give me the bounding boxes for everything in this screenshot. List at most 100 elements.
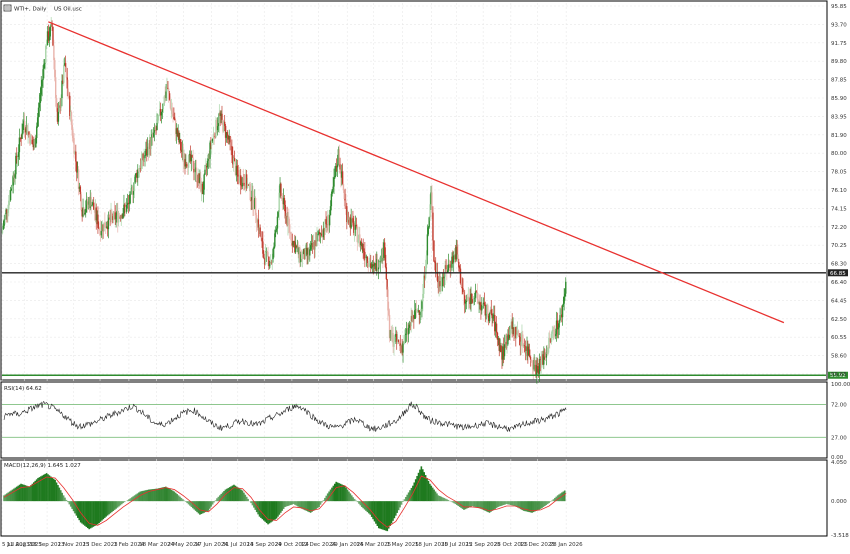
candle-body <box>98 228 101 231</box>
candle-body <box>413 315 415 319</box>
candle-body <box>170 108 173 109</box>
candle-body <box>422 293 424 302</box>
candle-body <box>25 125 28 133</box>
macd-y-tick-label: -3.518 <box>831 533 849 539</box>
candle-body <box>452 255 455 263</box>
candle-body <box>423 275 426 279</box>
candle-body <box>152 132 155 137</box>
candle-body <box>478 302 480 304</box>
candle-body <box>10 188 13 191</box>
candle-body <box>75 151 77 162</box>
candle-body <box>351 218 353 219</box>
candle-body <box>33 145 35 148</box>
candle-body <box>105 227 107 228</box>
candle-body <box>503 344 506 357</box>
candle-body <box>41 80 43 87</box>
candle-body <box>326 224 328 225</box>
candle-body <box>555 334 557 336</box>
candle-body <box>131 187 134 195</box>
candle-body <box>110 212 112 220</box>
candle-body <box>16 156 19 160</box>
candle-body <box>309 245 312 250</box>
candle-body <box>550 333 553 342</box>
candle-body <box>492 317 494 319</box>
candle-body <box>507 334 509 345</box>
x-tick-label: 1 May 2025 <box>386 542 419 548</box>
candle-body <box>229 136 231 143</box>
x-tick-label: 18 Mar 2024 <box>139 542 174 548</box>
candle-body <box>24 128 27 133</box>
candle-body <box>357 239 359 243</box>
candle-body <box>365 256 368 258</box>
candle-body <box>112 211 115 220</box>
macd-y-tick-label: 0.000 <box>831 499 847 505</box>
candle-body <box>353 222 355 233</box>
candle-body <box>483 302 486 305</box>
candle-body <box>420 308 422 312</box>
y-tick-label: 68.30 <box>831 262 847 268</box>
candle-body <box>160 112 163 116</box>
menu-icon[interactable] <box>3 4 12 12</box>
candle-body <box>402 343 404 353</box>
x-tick-label: 14 Mar 2025 <box>356 542 391 548</box>
candle-body <box>65 66 68 78</box>
candle-body <box>192 157 194 169</box>
candle-body <box>276 216 279 229</box>
candle-body <box>161 109 164 113</box>
candle-body <box>426 234 429 256</box>
y-tick-label: 95.85 <box>831 4 847 10</box>
candle-body <box>168 88 170 94</box>
candle-body <box>265 250 268 253</box>
candle-body <box>191 154 193 158</box>
candle-body <box>289 224 291 233</box>
candle-body <box>510 321 512 330</box>
candle-body <box>118 215 121 217</box>
candle-body <box>488 313 491 322</box>
candle-body <box>78 186 81 189</box>
candle-body <box>253 207 255 210</box>
rsi-label: RSI(14) 64.62 <box>4 386 42 392</box>
candle-body <box>109 217 111 220</box>
candle-body <box>145 148 147 156</box>
candle-body <box>401 345 403 353</box>
candle-body <box>347 219 350 223</box>
candle-body <box>414 309 417 311</box>
candle-body <box>260 236 262 239</box>
candle-body <box>154 127 156 131</box>
candle-body <box>139 168 142 169</box>
candle-body <box>505 341 507 348</box>
candle-body <box>407 327 410 335</box>
y-tick-label: 74.15 <box>831 206 847 212</box>
candle-body <box>108 214 110 218</box>
candle-body <box>286 215 288 226</box>
chart-subtitle: US Oil.usc <box>54 7 82 13</box>
candle-body <box>215 119 217 138</box>
candle-body <box>285 215 287 219</box>
candle-body <box>453 254 456 256</box>
candle-body <box>493 314 495 318</box>
candle-body <box>125 206 127 212</box>
candle-body <box>329 206 332 216</box>
candle-body <box>448 264 451 265</box>
candle-body <box>46 31 49 46</box>
candle-body <box>216 126 219 130</box>
candle-body <box>395 334 397 337</box>
candle-body <box>132 191 135 195</box>
candle-body <box>427 227 429 235</box>
candle-body <box>248 183 251 186</box>
candle-body <box>124 204 126 207</box>
candle-body <box>186 164 188 167</box>
candle-body <box>558 320 560 328</box>
candle-body <box>213 134 215 137</box>
y-tick-label: 85.90 <box>831 96 847 102</box>
candle-body <box>296 246 299 248</box>
candle-body <box>198 173 200 183</box>
candle-body <box>52 26 54 46</box>
candle-body <box>237 174 239 177</box>
y-tick-label: 58.60 <box>831 354 847 360</box>
candle-body <box>79 186 82 195</box>
candle-body <box>405 333 407 335</box>
x-tick-label: 13 Sep 2024 <box>247 542 282 548</box>
candle-body <box>123 204 125 214</box>
candle-body <box>555 320 558 335</box>
